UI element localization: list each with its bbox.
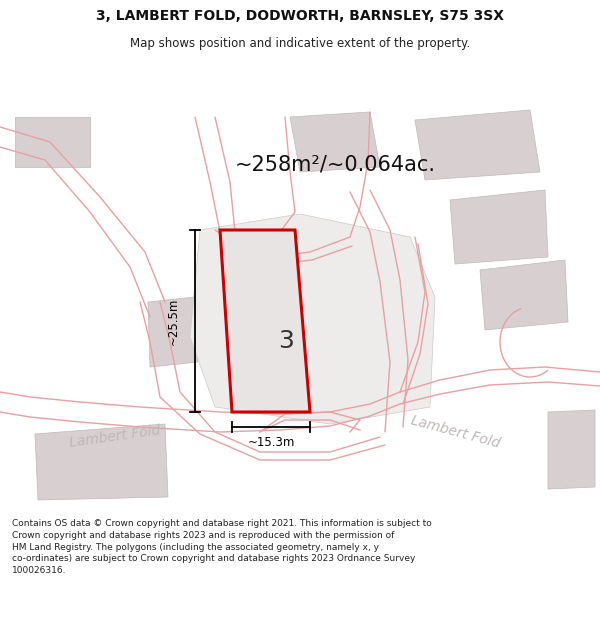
Polygon shape	[35, 424, 168, 500]
Text: Contains OS data © Crown copyright and database right 2021. This information is : Contains OS data © Crown copyright and d…	[12, 519, 432, 575]
Text: ~25.5m: ~25.5m	[167, 298, 179, 345]
Polygon shape	[548, 410, 595, 489]
Text: 3, LAMBERT FOLD, DODWORTH, BARNSLEY, S75 3SX: 3, LAMBERT FOLD, DODWORTH, BARNSLEY, S75…	[96, 9, 504, 23]
Polygon shape	[290, 112, 380, 172]
Polygon shape	[15, 117, 90, 167]
Text: ~258m²/~0.064ac.: ~258m²/~0.064ac.	[235, 154, 436, 174]
Polygon shape	[415, 110, 540, 180]
Text: 3: 3	[278, 329, 294, 353]
Polygon shape	[190, 214, 435, 424]
Text: Lambert Fold: Lambert Fold	[409, 413, 501, 451]
Text: Lambert Fold: Lambert Fold	[68, 424, 161, 451]
Polygon shape	[220, 230, 310, 412]
Text: Map shows position and indicative extent of the property.: Map shows position and indicative extent…	[130, 38, 470, 51]
Text: ~15.3m: ~15.3m	[247, 436, 295, 449]
Polygon shape	[148, 297, 198, 367]
Polygon shape	[450, 190, 548, 264]
Polygon shape	[480, 260, 568, 330]
